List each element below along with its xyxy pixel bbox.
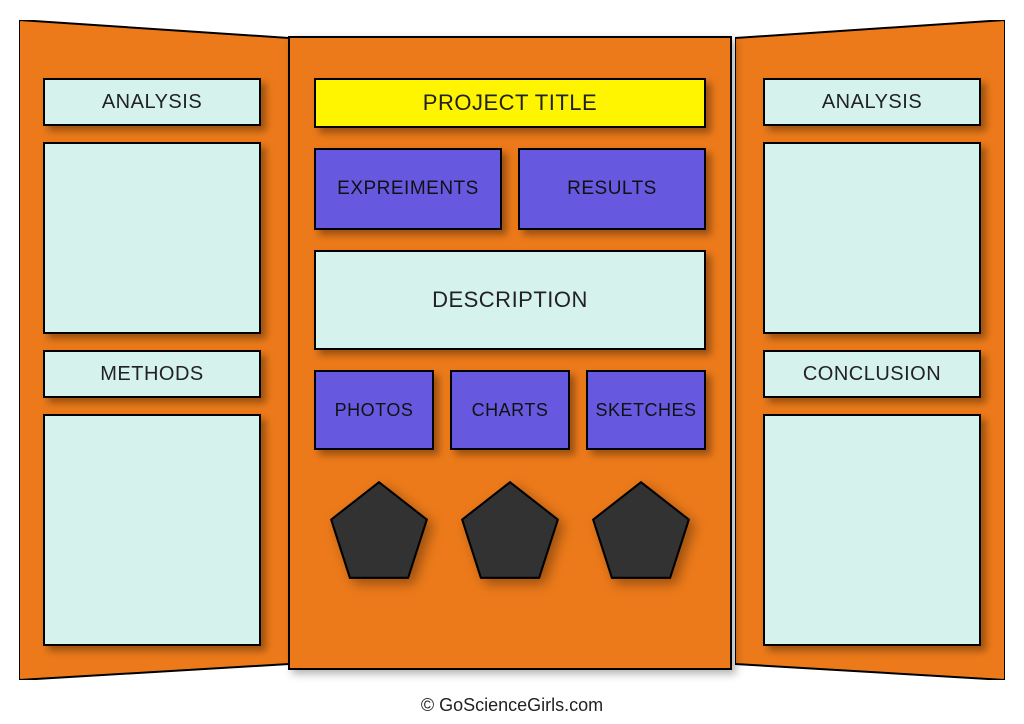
description-box: DESCRIPTION bbox=[314, 250, 706, 350]
footer-credit: © GoScienceGirls.com bbox=[0, 695, 1024, 716]
center-content: PROJECT TITLE EXPREIMENTS RESULTS DESCRI… bbox=[314, 78, 706, 648]
left-header-1: ANALYSIS bbox=[43, 78, 261, 126]
right-header-2: CONCLUSION bbox=[763, 350, 981, 398]
project-title: PROJECT TITLE bbox=[314, 78, 706, 128]
left-content: ANALYSIS METHODS bbox=[43, 78, 261, 646]
charts-box: CHARTS bbox=[450, 370, 570, 450]
right-content: ANALYSIS CONCLUSION bbox=[763, 78, 981, 646]
left-area-2 bbox=[43, 414, 261, 646]
row-experiments-results: EXPREIMENTS RESULTS bbox=[314, 148, 706, 230]
left-area-1 bbox=[43, 142, 261, 334]
center-panel: PROJECT TITLE EXPREIMENTS RESULTS DESCRI… bbox=[288, 36, 732, 670]
sketches-box: SKETCHES bbox=[586, 370, 706, 450]
pentagon-icon bbox=[325, 478, 433, 582]
left-panel: ANALYSIS METHODS bbox=[19, 20, 289, 680]
pentagon-icon bbox=[456, 478, 564, 582]
left-header-2: METHODS bbox=[43, 350, 261, 398]
right-area-2 bbox=[763, 414, 981, 646]
pentagon-row bbox=[314, 478, 706, 582]
right-area-1 bbox=[763, 142, 981, 334]
right-header-1: ANALYSIS bbox=[763, 78, 981, 126]
right-panel: ANALYSIS CONCLUSION bbox=[735, 20, 1005, 680]
pentagon-icon bbox=[587, 478, 695, 582]
photos-box: PHOTOS bbox=[314, 370, 434, 450]
trifold-board: ANALYSIS METHODS ANALYSIS CONCLUSION PRO… bbox=[0, 0, 1024, 680]
results-box: RESULTS bbox=[518, 148, 706, 230]
experiments-box: EXPREIMENTS bbox=[314, 148, 502, 230]
row-media: PHOTOS CHARTS SKETCHES bbox=[314, 370, 706, 450]
